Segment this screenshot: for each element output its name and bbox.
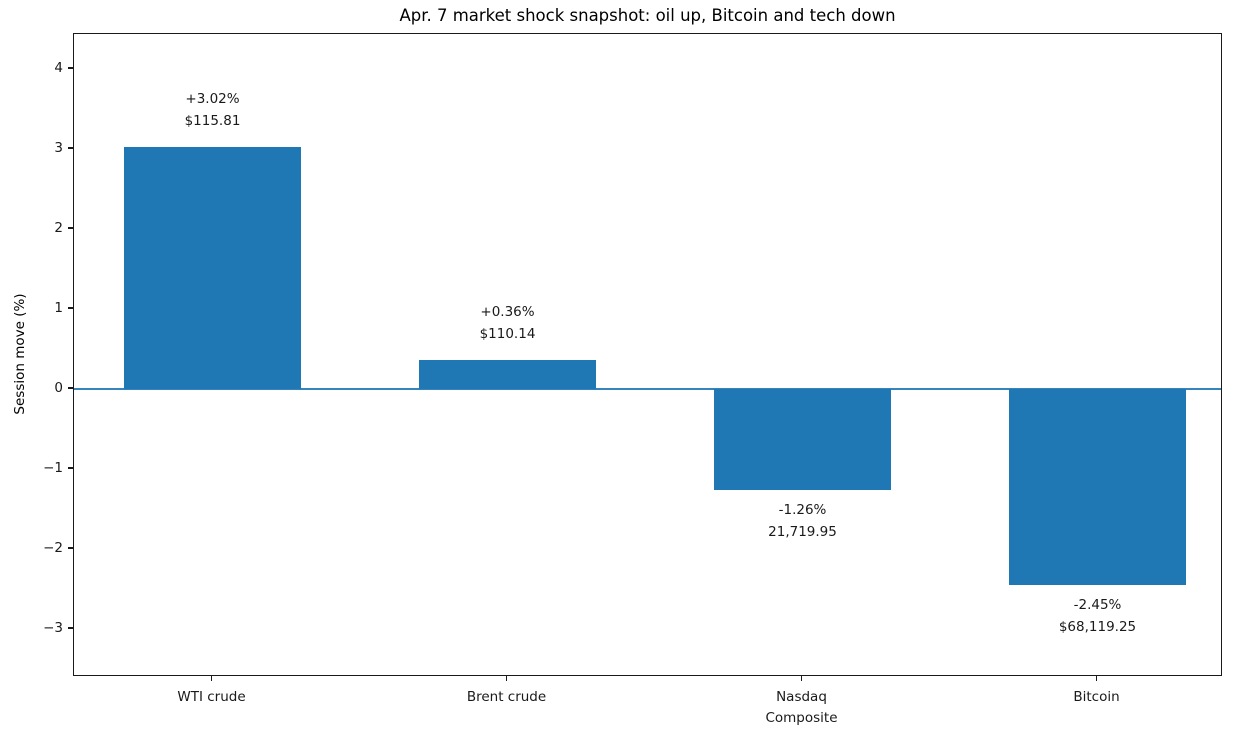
x-tick-label-wti-crude: WTI crude <box>177 689 246 705</box>
y-tick--3 <box>68 627 73 629</box>
y-tick-label-4: 4 <box>54 60 63 76</box>
x-tick-wti-crude <box>211 676 213 681</box>
bar-label-bitcoin: -2.45% $68,119.25 <box>1058 597 1137 635</box>
x-tick-brent-crude <box>506 676 508 681</box>
y-tick-label-3: 3 <box>54 140 63 156</box>
chart-title: Apr. 7 market shock snapshot: oil up, Bi… <box>399 6 896 25</box>
y-tick-label-2: 2 <box>54 220 63 236</box>
x-tick-bitcoin <box>1096 676 1098 681</box>
bar-wti-crude <box>124 147 301 389</box>
y-tick-4 <box>68 67 73 69</box>
y-tick-label-0: 0 <box>54 380 63 396</box>
x-tick-label-bitcoin: Bitcoin <box>1073 689 1120 705</box>
y-tick-label--3: −3 <box>43 620 63 636</box>
bar-label-nasdaq-composite: -1.26% 21,719.95 <box>768 501 837 540</box>
y-tick-1 <box>68 307 73 309</box>
y-tick-label-1: 1 <box>54 300 63 316</box>
x-tick-label-nasdaq-composite: Nasdaq Composite <box>765 689 838 726</box>
plot-area: +3.02% $115.81 +0.36% $110.14 -1.26% 21,71… <box>73 33 1222 676</box>
y-tick-2 <box>68 227 73 229</box>
bar-bitcoin <box>1009 389 1186 585</box>
bar-label-wti-crude: +3.02% $115.81 <box>184 91 241 130</box>
bar-nasdaq-composite <box>714 389 891 490</box>
x-tick-label-brent-crude: Brent crude <box>466 689 547 705</box>
bar-label-brent-crude: +0.36% $110.14 <box>479 304 536 343</box>
y-tick-label--1: −1 <box>43 460 63 476</box>
y-tick-0 <box>68 387 73 389</box>
y-tick-3 <box>68 147 73 149</box>
y-tick--1 <box>68 467 73 469</box>
zero-baseline <box>74 388 1221 390</box>
x-tick-nasdaq-composite <box>801 676 803 681</box>
bar-brent-crude <box>419 360 596 389</box>
y-tick--2 <box>68 547 73 549</box>
y-tick-label--2: −2 <box>43 540 63 556</box>
